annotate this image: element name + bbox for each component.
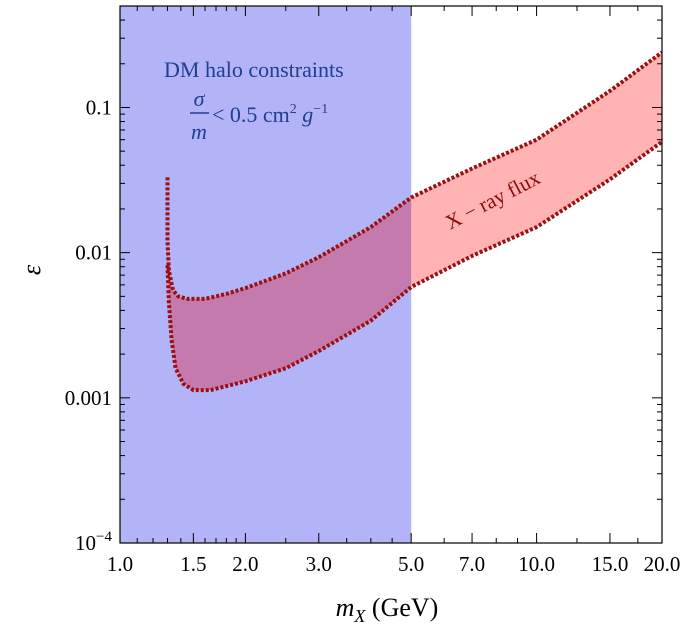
x-tick-label: 1.0 bbox=[107, 552, 133, 576]
x-tick-label: 7.0 bbox=[459, 552, 485, 576]
xray-lower-edge bbox=[165, 140, 662, 393]
x-axis-title-unit: (GeV) bbox=[365, 593, 438, 622]
dm-halo-g: g bbox=[297, 102, 314, 127]
band-edges bbox=[165, 50, 662, 393]
x-axis-title-main: m bbox=[336, 593, 355, 622]
x-tick-label: 10.0 bbox=[518, 552, 555, 576]
x-tick-label: 3.0 bbox=[306, 552, 332, 576]
y-tick-label: 0.001 bbox=[65, 386, 112, 410]
y-axis-title: ε bbox=[17, 264, 46, 275]
x-axis-title-sub: X bbox=[353, 606, 366, 626]
plot-frame bbox=[119, 5, 663, 544]
dm-halo-inequality: < 0.5 cm2 g−1 bbox=[212, 102, 328, 127]
x-tick-label: 5.0 bbox=[398, 552, 424, 576]
x-tick-label: 15.0 bbox=[592, 552, 629, 576]
dm-halo-sigma: σ bbox=[194, 86, 206, 111]
x-tick-labels: 1.0 1.5 2.0 3.0 5.0 7.0 10.0 15.0 20.0 bbox=[107, 552, 681, 576]
x-tick-label: 20.0 bbox=[644, 552, 681, 576]
dm-halo-ineq-text: < 0.5 cm bbox=[212, 102, 290, 127]
dm-halo-exp-neg1: −1 bbox=[313, 102, 328, 117]
dm-halo-annotation: DM halo constraints σ m < 0.5 cm2 g−1 bbox=[164, 57, 344, 144]
y-tick-label: 0.1 bbox=[86, 95, 112, 119]
dm-halo-label: DM halo constraints bbox=[164, 57, 344, 82]
dm-halo-m: m bbox=[191, 119, 207, 144]
y-tick-label: 0.01 bbox=[75, 241, 112, 265]
overlap-region bbox=[167, 177, 412, 391]
y-tick-labels: 10−4 0.001 0.01 0.1 bbox=[65, 95, 113, 555]
x-tick-label: 2.0 bbox=[232, 552, 258, 576]
tick-marks bbox=[119, 6, 663, 544]
x-axis-title: mX (GeV) bbox=[336, 593, 439, 626]
xray-upper-edge bbox=[165, 50, 662, 301]
y-tick-label: 10−4 bbox=[75, 529, 112, 555]
dm-halo-exp-2: 2 bbox=[290, 102, 297, 117]
x-tick-label: 1.5 bbox=[180, 552, 206, 576]
